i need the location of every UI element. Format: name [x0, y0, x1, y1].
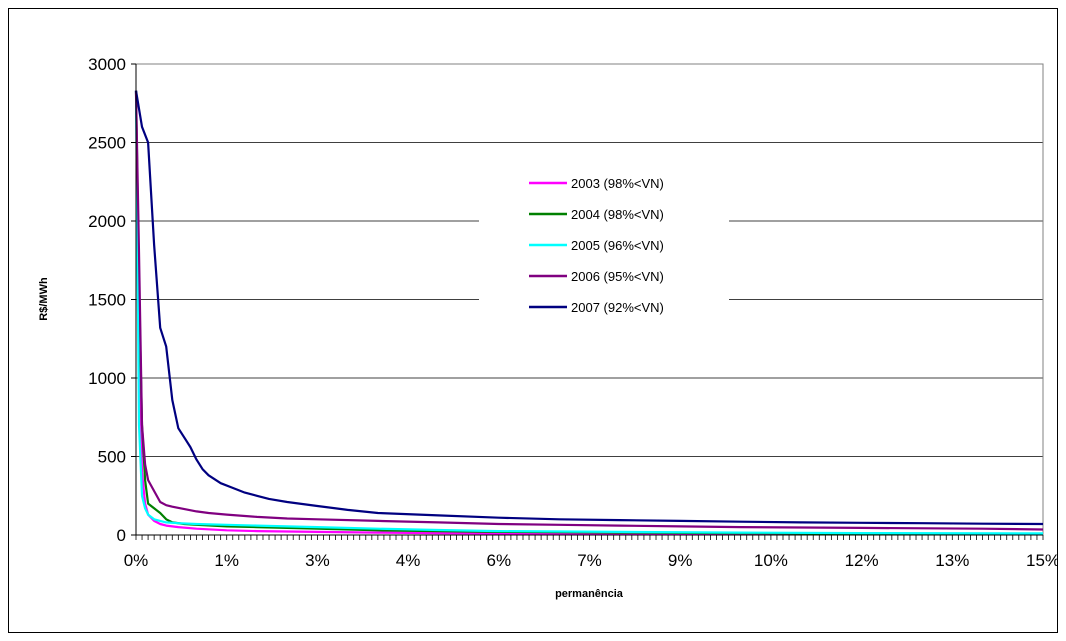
legend-box: [479, 167, 729, 329]
x-tick-label: 6%: [487, 551, 512, 570]
x-tick-label: 12%: [845, 551, 879, 570]
series-line-4: [134, 90, 1044, 526]
series-line-3: [134, 90, 1044, 531]
x-tick-label: 0%: [124, 551, 149, 570]
legend-label: 2005 (96%<VN): [571, 238, 664, 253]
y-tick-label: 1000: [88, 369, 126, 388]
x-tick-label: 4%: [396, 551, 421, 570]
legend-label: 2006 (95%<VN): [571, 269, 664, 284]
x-tick-label: 1%: [214, 551, 239, 570]
x-tick-label: 3%: [305, 551, 330, 570]
x-tick-label: 7%: [577, 551, 602, 570]
legend-label: 2003 (98%<VN): [571, 176, 664, 191]
x-axis-title: permanência: [555, 588, 624, 600]
y-tick-label: 3000: [88, 55, 126, 74]
x-tick-label: 9%: [668, 551, 693, 570]
y-axis-title: R$/MWh: [38, 277, 50, 321]
legend-label: 2007 (92%<VN): [571, 300, 664, 315]
y-tick-label: 1500: [88, 291, 126, 310]
x-tick-label: 15%: [1026, 551, 1057, 570]
series-line-2: [134, 90, 1044, 535]
legend-label: 2004 (98%<VN): [571, 207, 664, 222]
series-lines: [134, 90, 1044, 536]
y-tick-label: 2000: [88, 212, 126, 231]
line-chart: 0 500 1000 1500 2000 2500 3000 0% 1% 3% 4% 6% 7% 9% 10…: [38, 55, 1057, 600]
y-tick-label: 0: [117, 526, 126, 545]
x-tick-label: 10%: [754, 551, 788, 570]
legend: 2003 (98%<VN) 2004 (98%<VN) 2005 (96%<VN) 2…: [479, 167, 729, 329]
x-tick-label: 13%: [935, 551, 969, 570]
chart-frame: 0 500 1000 1500 2000 2500 3000 0% 1% 3% 4% 6% 7% 9% 10…: [8, 8, 1058, 633]
y-tick-label: 500: [98, 448, 126, 467]
axes: 0 500 1000 1500 2000 2500 3000 0% 1% 3% 4% 6% 7% 9% 10…: [88, 55, 1057, 570]
series-line-0: [134, 90, 1044, 536]
y-tick-label: 2500: [88, 134, 126, 153]
